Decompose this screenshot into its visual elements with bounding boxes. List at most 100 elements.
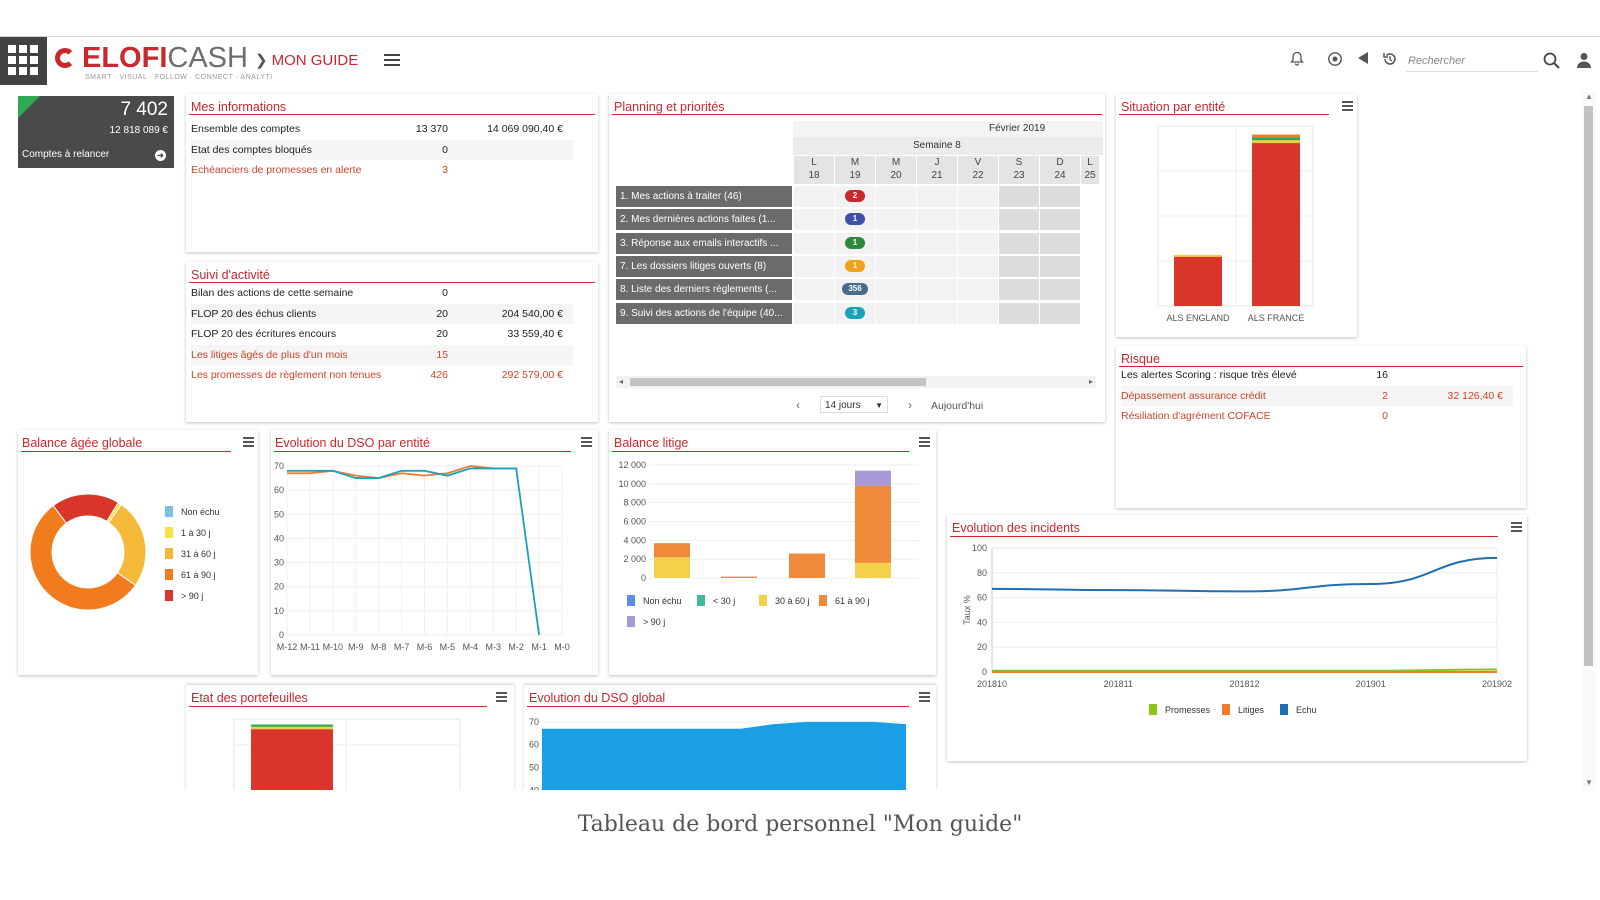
calendar-cell[interactable] — [999, 255, 1039, 277]
series-line[interactable] — [991, 668, 1498, 672]
calendar-cell[interactable] — [876, 255, 916, 277]
count-badge[interactable]: 2 — [845, 190, 865, 202]
calendar-cell[interactable] — [917, 255, 957, 277]
apps-grid-icon[interactable] — [0, 37, 47, 85]
calendar-cell[interactable] — [1040, 186, 1080, 207]
calendar-cell[interactable] — [999, 209, 1039, 231]
today-button[interactable]: Aujourd'hui — [931, 400, 984, 412]
calendar-cell[interactable] — [876, 302, 916, 324]
calendar-cell[interactable] — [794, 232, 834, 254]
panel-menu-icon[interactable] — [919, 437, 930, 447]
menu-icon[interactable] — [384, 54, 400, 67]
calendar-cell[interactable] — [999, 302, 1039, 324]
count-badge[interactable]: 1 — [845, 259, 865, 272]
scrollbar-thumb[interactable] — [1584, 106, 1593, 666]
calendar-cell[interactable] — [958, 255, 998, 277]
history-icon[interactable] — [1381, 51, 1399, 69]
calendar-cell[interactable] — [958, 302, 998, 324]
planning-row-label[interactable]: 2. Mes dernières actions faites (1... — [616, 209, 792, 231]
series-line[interactable] — [287, 467, 540, 636]
count-badge[interactable]: 356 — [842, 283, 868, 296]
period-select[interactable]: 14 jours ▼ — [820, 396, 888, 413]
kpi-tile-accounts-to-remind[interactable]: 7 402 12 818 089 € Comptes à relancer ➜ — [18, 96, 174, 168]
calendar-day-header[interactable]: M 20 — [876, 156, 916, 184]
scroll-left-icon[interactable]: ◂ — [619, 377, 624, 386]
count-badge[interactable]: 1 — [845, 236, 865, 249]
bar-segment[interactable] — [721, 576, 757, 578]
series-line[interactable] — [287, 465, 494, 479]
info-row[interactable]: Ensemble des comptes 13 370 14 069 090,40 … — [191, 119, 573, 139]
planning-row-label[interactable]: 3. Réponse aux emails interactifs ... — [616, 232, 792, 254]
calendar-cell[interactable] — [999, 186, 1039, 207]
calendar-cell[interactable] — [794, 279, 834, 301]
calendar-cell[interactable] — [1040, 232, 1080, 254]
count-badge[interactable]: 3 — [845, 306, 865, 319]
prev-period-icon[interactable]: ‹ — [796, 398, 800, 412]
info-row[interactable]: Les litiges âgés de plus d'un mois 15 — [191, 344, 573, 365]
calendar-cell[interactable] — [876, 186, 916, 207]
calendar-cell[interactable] — [876, 279, 916, 301]
bar-segment[interactable] — [1252, 143, 1300, 306]
calendar-cell[interactable] — [958, 232, 998, 254]
donut-slice[interactable] — [52, 493, 119, 524]
count-badge[interactable]: 1 — [845, 213, 865, 226]
area-series[interactable] — [542, 721, 906, 790]
calendar-cell[interactable] — [917, 302, 957, 324]
calendar-cell[interactable] — [999, 232, 1039, 254]
panel-menu-icon[interactable] — [243, 437, 254, 447]
bell-icon[interactable] — [1288, 51, 1306, 69]
calendar-day-header[interactable]: D 24 — [1040, 156, 1080, 184]
calendar-day-header[interactable]: J 21 — [917, 156, 957, 184]
info-row[interactable]: Dépassement assurance crédit 2 32 126,40 € — [1121, 385, 1513, 406]
bar-segment[interactable] — [654, 543, 690, 558]
info-row[interactable]: FLOP 20 des écritures encours 20 33 559,40… — [191, 324, 573, 344]
bar-segment[interactable] — [1252, 137, 1300, 141]
info-row[interactable]: Les promesses de règlement non tenues 426… — [191, 365, 573, 385]
calendar-cell[interactable] — [917, 279, 957, 301]
calendar-cell[interactable] — [917, 186, 957, 207]
user-icon[interactable] — [1575, 52, 1593, 70]
calendar-cell[interactable] — [1040, 279, 1080, 301]
calendar-day-header[interactable]: L 18 — [794, 156, 834, 184]
bar-segment[interactable] — [251, 724, 333, 727]
calendar-cell[interactable] — [794, 209, 834, 231]
calendar-cell[interactable] — [876, 232, 916, 254]
back-icon[interactable] — [1354, 51, 1372, 69]
breadcrumb[interactable]: ❯ MON GUIDE — [255, 51, 358, 69]
bar-segment[interactable] — [855, 485, 891, 563]
calendar-cell[interactable] — [876, 209, 916, 231]
calendar-cell[interactable] — [917, 232, 957, 254]
info-row[interactable]: FLOP 20 des échus clients 20 204 540,00 € — [191, 303, 573, 324]
calendar-cell[interactable] — [794, 255, 834, 277]
calendar-cell[interactable] — [958, 209, 998, 231]
info-row[interactable]: Résiliation d'agrément COFACE 0 — [1121, 406, 1513, 426]
bar-segment[interactable] — [654, 557, 690, 578]
scrollbar-thumb[interactable] — [630, 378, 926, 386]
bar-segment[interactable] — [251, 726, 333, 730]
planning-row-label[interactable]: 7. Les dossiers litiges ouverts (8) — [616, 255, 792, 277]
calendar-cell[interactable] — [794, 186, 834, 207]
vertical-scrollbar[interactable]: ▲ ▼ — [1582, 92, 1596, 792]
calendar-cell[interactable] — [917, 209, 957, 231]
panel-menu-icon[interactable] — [919, 692, 930, 702]
search-icon[interactable] — [1542, 52, 1560, 70]
info-row[interactable]: Les alertes Scoring : risque très élevé 1… — [1121, 365, 1513, 385]
bar-segment[interactable] — [1174, 256, 1222, 306]
calendar-cell[interactable] — [958, 279, 998, 301]
next-period-icon[interactable]: › — [908, 398, 912, 412]
panel-menu-icon[interactable] — [496, 692, 507, 702]
calendar-day-header[interactable]: M 19 — [835, 156, 875, 184]
info-row[interactable]: Etat des comptes bloqués 0 — [191, 139, 573, 160]
horizontal-scrollbar[interactable]: ◂ ▸ — [616, 376, 1096, 388]
donut-slice[interactable] — [108, 503, 147, 587]
info-row[interactable]: Bilan des actions de cette semaine 0 — [191, 283, 573, 303]
donut-slice[interactable] — [29, 504, 137, 611]
bar-segment[interactable] — [1252, 134, 1300, 138]
bar-segment[interactable] — [855, 562, 891, 578]
bar-segment[interactable] — [1252, 140, 1300, 144]
info-row[interactable]: Echéanciers de promesses en alerte 3 — [191, 160, 573, 180]
search-input[interactable]: Rechercher — [1406, 51, 1538, 72]
arrow-right-circle-icon[interactable]: ➜ — [155, 150, 166, 161]
planning-row-label[interactable]: 1. Mes actions à traiter (46) — [616, 186, 792, 207]
calendar-day-header[interactable]: S 23 — [999, 156, 1039, 184]
